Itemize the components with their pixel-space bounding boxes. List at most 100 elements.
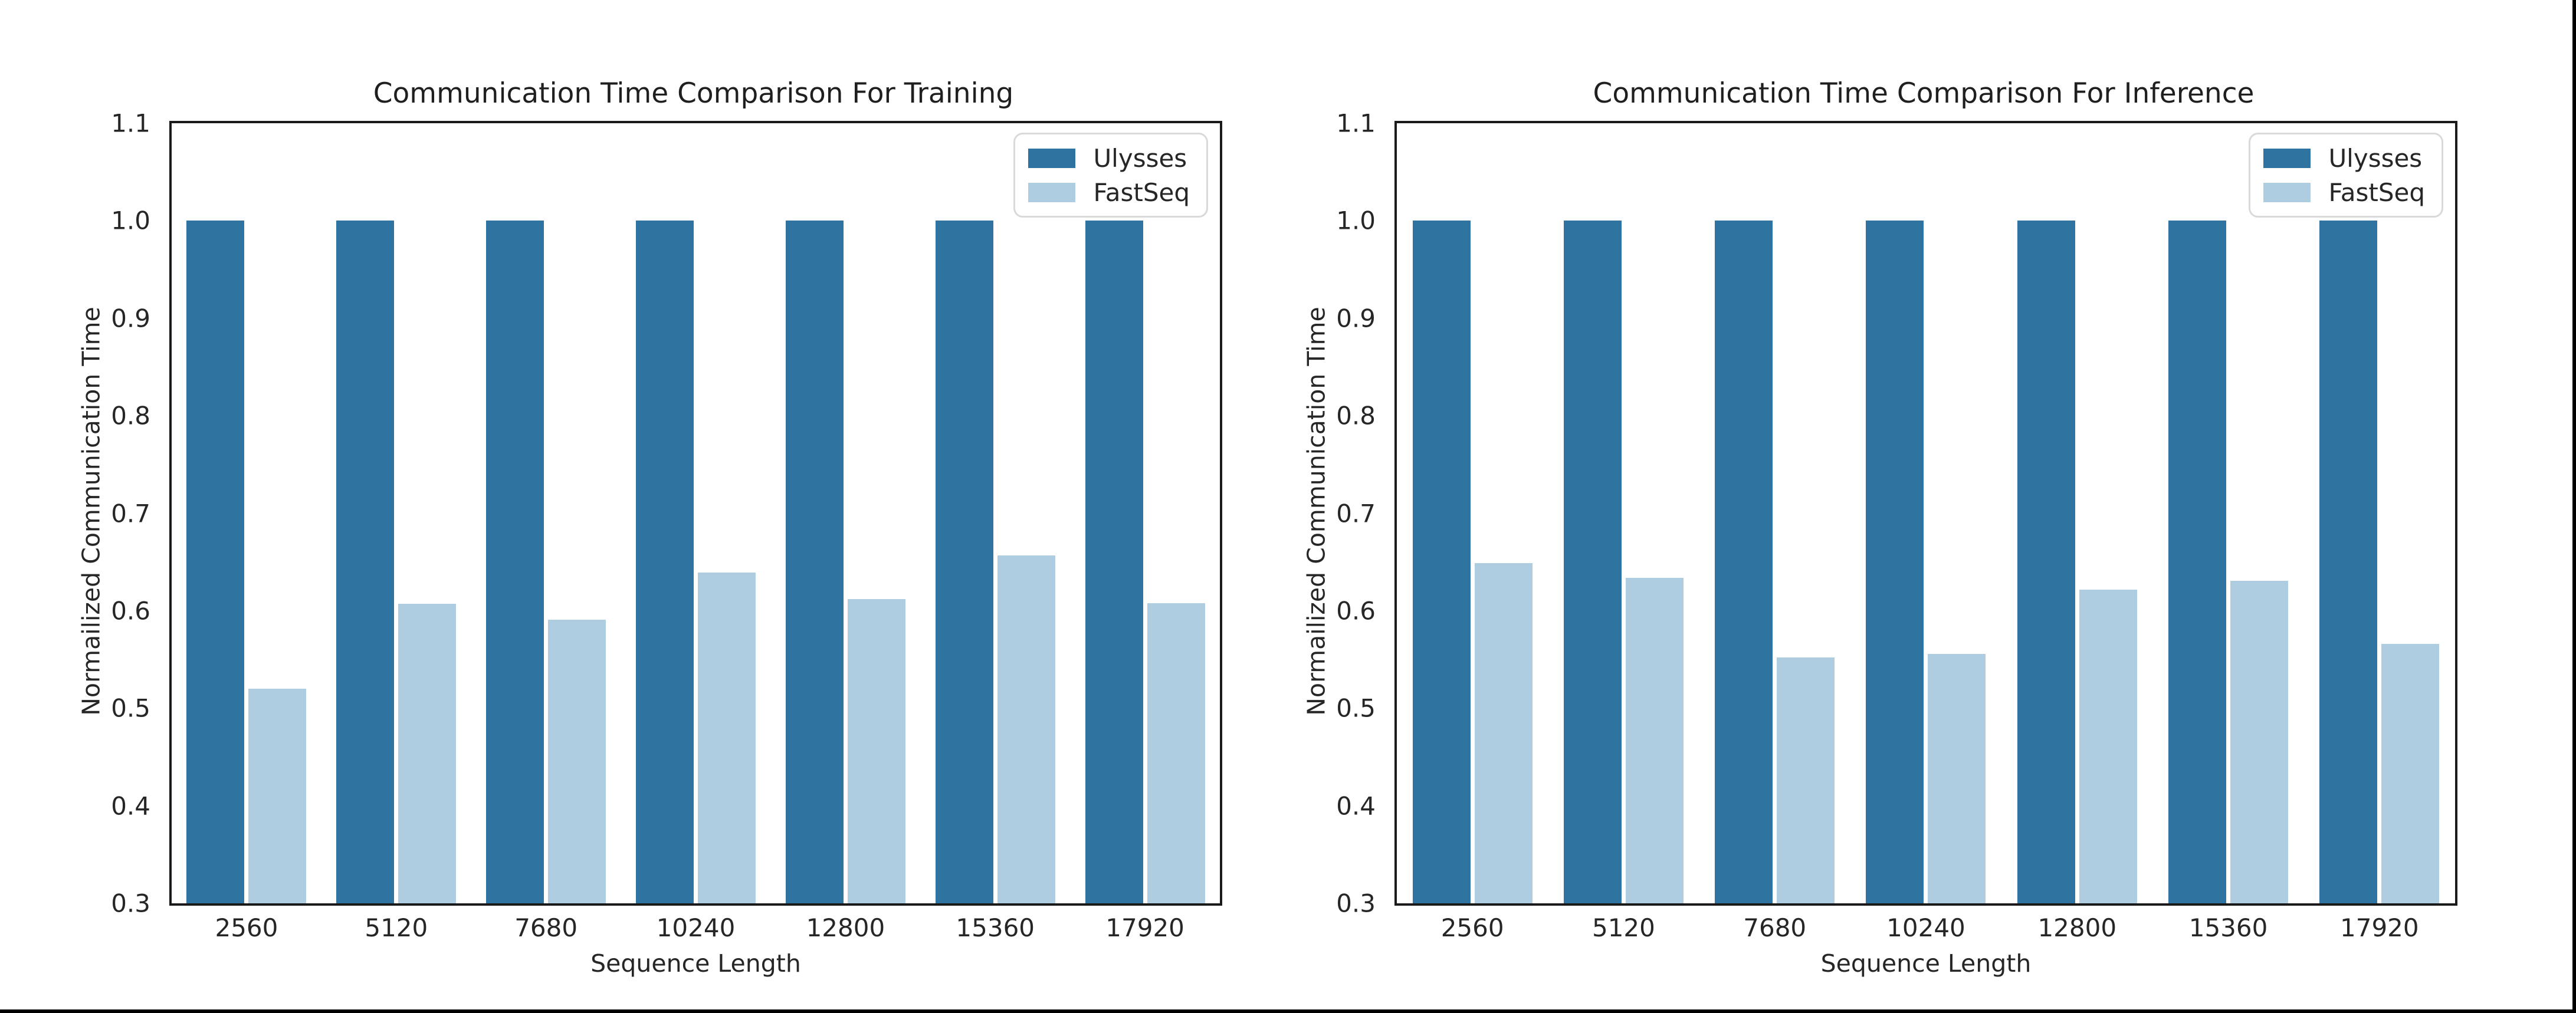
bar-group [1548,123,1699,903]
x-tick-labels: 2560 5120 7680 10240 12800 15360 17920 [172,913,1220,943]
bar-ulysses [1563,221,1622,903]
legend-swatch-ulysses [2263,148,2311,168]
bar-fastseq [698,573,756,903]
legend-item: FastSeq [1028,177,1190,207]
bar-group [1397,123,1548,903]
x-tick-label: 15360 [956,913,1035,942]
bar-ulysses [1412,221,1471,903]
x-tick-label: 17920 [2340,913,2419,942]
legend-label: Ulysses [2328,143,2423,173]
legend-swatch-fastseq [1028,182,1076,202]
y-tick-label: 1.1 [1336,108,1376,138]
bar-fastseq [548,619,606,903]
bar-group [920,123,1070,903]
bar-ulysses [1866,221,1924,903]
bar-group [2152,123,2303,903]
bar-ulysses [2168,221,2227,903]
x-tick-label: 12800 [806,913,885,942]
legend: Ulysses FastSeq [1013,133,1208,218]
chart-title-training: Communication Time Comparison For Traini… [373,77,1014,110]
legend-label: Ulysses [1093,143,1187,173]
bar-fastseq [248,689,307,903]
bar-fastseq [997,555,1055,903]
x-tick-label: 15360 [2188,913,2268,942]
x-axis-label-inference: Sequence Length [1820,949,2032,978]
x-tick-label: 17920 [1105,913,1184,942]
y-tick-label: 0.8 [111,401,150,430]
plot-bars [172,123,1220,903]
bar-group [621,123,771,903]
legend-item: FastSeq [2263,177,2425,207]
y-tick-label: 1.0 [1336,206,1376,235]
plot-area-inference: Ulysses FastSeq [1394,121,2457,906]
bar-ulysses [1715,221,1773,903]
bar-ulysses [2017,221,2075,903]
y-tick-label: 0.5 [1336,693,1376,723]
y-tick-label: 0.9 [111,304,150,333]
y-tick-label: 0.4 [1336,791,1376,821]
bar-fastseq [2079,589,2137,903]
y-tick-label: 0.3 [111,889,150,918]
bar-fastseq [1777,657,1835,903]
y-tick-label: 0.9 [1336,304,1376,333]
plot-area-training: Ulysses FastSeq [169,121,1222,906]
x-tick-label: 2560 [215,913,278,942]
bar-group [172,123,321,903]
bar-fastseq [1625,577,1684,903]
y-tick-label: 0.6 [1336,596,1376,626]
x-tick-label: 10240 [656,913,736,942]
x-tick-label: 5120 [365,913,428,942]
bar-fastseq [2381,644,2440,903]
bar-ulysses [935,221,993,903]
legend-swatch-fastseq [2263,182,2311,202]
x-tick-label: 12800 [2037,913,2117,942]
bar-group [2001,123,2152,903]
x-tick-label: 7680 [1743,913,1807,942]
y-tick-label: 0.3 [1336,889,1376,918]
bar-group [1850,123,2001,903]
bar-fastseq [847,599,905,903]
x-axis-label-training: Sequence Length [590,949,801,978]
bar-group [1070,123,1220,903]
bar-ulysses [186,221,245,903]
bar-ulysses [486,221,544,903]
x-tick-label: 2560 [1440,913,1504,942]
y-tick-label: 0.6 [111,596,150,626]
x-tick-label: 7680 [514,913,578,942]
legend-item: Ulysses [2263,143,2425,173]
y-tick-label: 0.4 [111,791,150,821]
bar-ulysses [636,221,694,903]
y-tick-label: 1.0 [111,206,150,235]
bar-group [471,123,621,903]
bar-ulysses [2319,221,2378,903]
bar-group [1699,123,1850,903]
bar-fastseq [1147,603,1205,903]
x-tick-labels: 2560 5120 7680 10240 12800 15360 17920 [1397,913,2455,943]
bar-ulysses [785,221,844,903]
y-tick-label: 1.1 [111,108,150,138]
x-tick-label: 5120 [1591,913,1655,942]
bar-fastseq [398,604,457,903]
legend-item: Ulysses [1028,143,1190,173]
bar-group [770,123,920,903]
bar-fastseq [2230,580,2289,903]
y-tick-labels: 0.3 0.4 0.5 0.6 0.7 0.8 0.9 1.0 1.1 [1281,109,1376,918]
legend-swatch-ulysses [1028,148,1076,168]
y-tick-label: 0.7 [1336,499,1376,528]
legend: Ulysses FastSeq [2249,133,2443,218]
bar-fastseq [1474,563,1533,903]
legend-label: FastSeq [2328,177,2425,207]
plot-bars [1397,123,2455,903]
bar-ulysses [1085,221,1143,903]
y-tick-label: 0.5 [111,693,150,723]
bar-fastseq [1928,653,1986,903]
chart-title-inference: Communication Time Comparison For Infere… [1593,77,2255,110]
bar-group [321,123,471,903]
bar-group [2304,123,2455,903]
legend-label: FastSeq [1093,177,1190,207]
y-tick-label: 0.7 [111,499,150,528]
y-tick-label: 0.8 [1336,401,1376,430]
x-tick-label: 10240 [1886,913,1965,942]
y-tick-labels: 0.3 0.4 0.5 0.6 0.7 0.8 0.9 1.0 1.1 [56,109,150,918]
